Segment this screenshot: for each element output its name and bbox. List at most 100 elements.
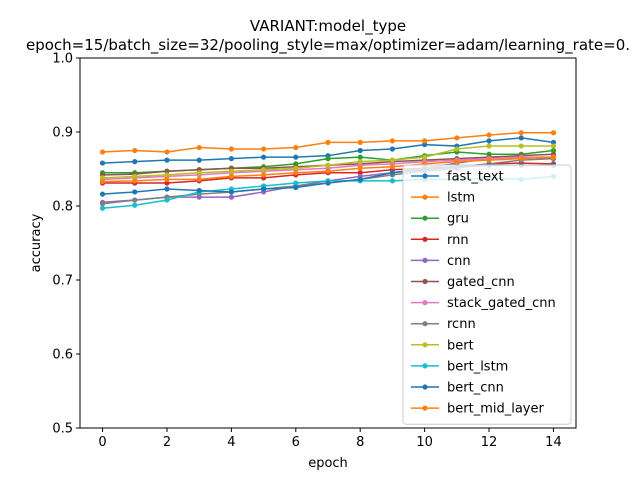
legend-label: fast_text [447, 170, 504, 185]
legend-marker [422, 321, 428, 327]
data-point [132, 197, 138, 203]
data-point [260, 146, 267, 152]
data-point [228, 168, 234, 174]
data-point [132, 202, 138, 208]
y-tick-label: 0.6 [52, 348, 73, 363]
data-point [389, 146, 396, 152]
legend-item: rnn [411, 233, 469, 248]
data-point [389, 157, 396, 163]
data-point [422, 138, 428, 144]
data-point [132, 173, 138, 179]
legend-marker [422, 363, 428, 369]
y-tick-label: 0.9 [52, 126, 73, 141]
data-point [228, 156, 234, 162]
legend-item: gated_cnn [411, 275, 515, 290]
data-point [550, 143, 557, 149]
data-point [325, 168, 331, 174]
data-point [260, 186, 267, 192]
legend-label: bert_cnn [447, 381, 504, 396]
data-point [325, 156, 331, 162]
data-point [550, 147, 557, 154]
legend-marker [422, 300, 428, 306]
x-axis: 0 2 4 6 8 10 12 14 [98, 428, 562, 450]
legend-marker [422, 278, 428, 285]
legend-label: stack_gated_cnn [447, 296, 556, 311]
data-point [454, 159, 460, 165]
data-point [550, 130, 557, 136]
data-point [196, 157, 202, 163]
legend-item: rcnn [411, 317, 476, 332]
data-point [293, 184, 299, 191]
legend-label: gated_cnn [447, 275, 515, 290]
data-point [422, 141, 428, 148]
legend-marker [422, 405, 428, 411]
data-point [518, 143, 524, 149]
legend-item: gru [411, 212, 469, 227]
legend-item: fast_text [411, 170, 504, 185]
x-tick-label: 2 [163, 435, 171, 450]
legend-label: bert_mid_layer [447, 402, 544, 417]
data-point [228, 194, 234, 200]
data-point [164, 172, 170, 178]
legend-marker [422, 215, 428, 221]
x-axis-label: epoch [308, 456, 348, 471]
plot-frame [79, 57, 577, 429]
data-point [260, 167, 267, 173]
data-point [357, 147, 363, 154]
y-axis: 0.5 0.6 0.7 0.8 0.9 1.0 [52, 52, 80, 437]
data-point [357, 176, 363, 182]
legend-label: gru [447, 212, 469, 227]
data-point [293, 180, 299, 186]
legend-item: bert_mid_layer [411, 402, 544, 417]
data-point [260, 154, 267, 160]
data-point [389, 138, 396, 144]
data-point [389, 170, 396, 176]
data-point [132, 147, 138, 154]
legend-label: bert [447, 338, 474, 353]
legend-box [402, 164, 572, 425]
x-tick-label: 6 [292, 435, 300, 450]
y-tick-label: 0.8 [52, 200, 73, 215]
data-point [164, 149, 170, 155]
data-point [325, 162, 331, 168]
series-bert_mid_layer [99, 154, 557, 185]
data-point [196, 187, 202, 194]
data-point [486, 143, 492, 149]
legend-marker [422, 173, 428, 179]
y-tick-label: 0.7 [52, 274, 73, 289]
legend-marker [422, 236, 428, 242]
data-point [550, 139, 557, 145]
data-point [357, 154, 363, 160]
data-point [196, 170, 202, 176]
data-point [196, 144, 202, 151]
data-point [260, 172, 267, 178]
legend-item: cnn [411, 254, 471, 269]
x-tick-label: 12 [481, 435, 498, 450]
legend-label: lstm [447, 191, 475, 206]
data-point [99, 205, 106, 211]
data-point [486, 138, 492, 144]
legend-item: stack_gated_cnn [411, 296, 556, 311]
data-point [99, 178, 106, 185]
data-point [99, 201, 106, 207]
data-point [357, 165, 363, 171]
data-point [293, 154, 299, 160]
y-axis-label: accuracy [29, 213, 44, 272]
data-point [357, 139, 363, 145]
data-point [228, 146, 234, 152]
data-point [357, 159, 363, 165]
series-fast_text [99, 135, 557, 166]
data-point [293, 170, 299, 176]
data-point [164, 186, 170, 192]
x-tick-label: 0 [98, 435, 106, 450]
series-lstm [99, 130, 557, 155]
y-tick-label: 0.5 [52, 422, 73, 437]
data-point [164, 180, 170, 186]
legend-item: lstm [411, 191, 475, 206]
data-point [389, 164, 396, 170]
data-point [325, 139, 331, 145]
data-point [132, 178, 138, 184]
data-point [99, 149, 106, 155]
